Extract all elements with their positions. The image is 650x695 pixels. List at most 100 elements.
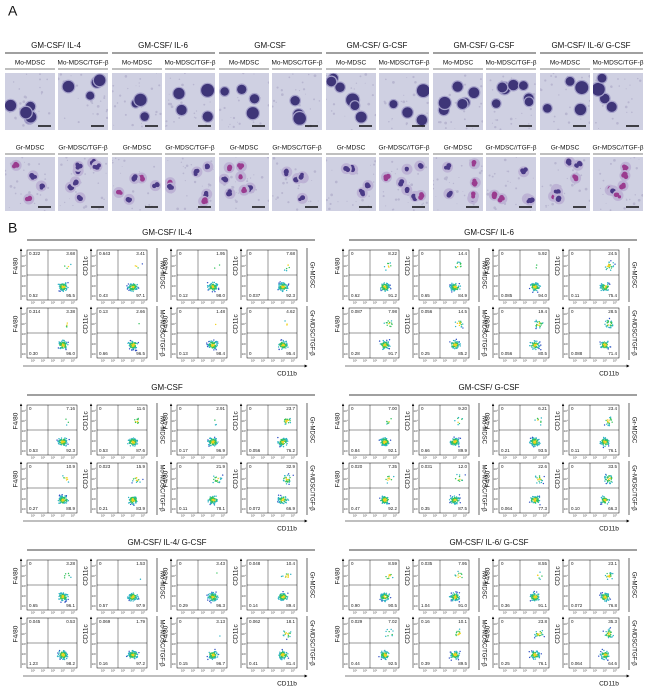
event-dot [389, 321, 391, 324]
event-dot [530, 499, 533, 501]
cell-lobe [154, 182, 160, 187]
event-dot [605, 342, 607, 344]
debris [39, 78, 42, 81]
debris [19, 202, 22, 205]
cell-nucleus [457, 98, 468, 110]
event-dot [221, 474, 224, 476]
event-dot [217, 441, 219, 443]
debris [234, 199, 237, 201]
event-dot [130, 290, 132, 292]
axis-tick-label: 10³ [92, 429, 96, 433]
event-dot [213, 285, 216, 288]
debris [350, 128, 353, 130]
event-dot [282, 343, 285, 346]
debris [235, 157, 237, 158]
axis-tick-label: 10¹ [344, 449, 348, 453]
event-dot [459, 288, 461, 290]
axis-tick-label: 10⁵ [543, 513, 548, 517]
event-dot [386, 339, 388, 342]
debris [92, 113, 94, 115]
event-dot [138, 322, 140, 325]
axis-tick-label: 10³ [523, 455, 527, 459]
event-dot [538, 444, 540, 446]
event-dot [455, 266, 457, 269]
axis-tick-label: 10² [261, 455, 265, 459]
debris [405, 122, 409, 125]
event-dot [278, 283, 280, 285]
axis-tick-label: 10⁵ [91, 467, 96, 471]
debris [267, 157, 269, 159]
debris [100, 196, 104, 200]
debris [346, 200, 348, 202]
debris [567, 121, 571, 124]
axis-tick-label: 10⁴ [211, 300, 216, 304]
debris [353, 88, 355, 90]
event-dot [136, 343, 139, 345]
event-dot [211, 442, 213, 444]
debris [230, 175, 233, 179]
event-dot [608, 263, 610, 266]
axis-tick-label: 10² [92, 497, 96, 501]
event-dot [451, 291, 453, 293]
event-dot [279, 446, 281, 448]
cell-nucleus [491, 99, 501, 108]
event-dot [603, 424, 606, 426]
event-dot [457, 444, 460, 446]
quadrant-value: 23.7 [286, 406, 295, 411]
axis-tick-label: 10¹ [423, 358, 427, 362]
event-dot [57, 499, 60, 502]
debris [629, 84, 631, 86]
event-dot [610, 417, 612, 420]
event-dot [277, 346, 280, 348]
debris [625, 199, 628, 201]
event-dot [608, 442, 610, 445]
event-dot [137, 287, 140, 289]
event-dot [612, 265, 615, 267]
axis-tick-label: 10³ [172, 487, 176, 491]
row-label: Mo-MDSC/TGF-β [480, 309, 486, 357]
debris [384, 78, 387, 81]
debris [168, 99, 170, 101]
quadrant-value: 21.9 [216, 464, 225, 469]
debris [540, 88, 543, 92]
axis-tick-label: 10⁴ [533, 300, 538, 304]
debris [154, 113, 157, 116]
axis-tick-label: 10⁵ [343, 254, 348, 258]
axis-tick-label: 10² [564, 342, 568, 346]
debris [391, 117, 393, 120]
cell-nucleus [575, 81, 589, 95]
axis-tick-label: 10³ [22, 584, 26, 588]
event-dot [129, 345, 132, 348]
event-dot [277, 501, 279, 503]
event-dot [213, 445, 216, 447]
axis-tick-label: 10³ [443, 455, 447, 459]
axis-tick-label: 10² [494, 439, 498, 443]
event-dot [456, 286, 459, 289]
event-dot [601, 443, 603, 445]
axis-tick-label: 10² [433, 455, 437, 459]
axis-tick-label: 10¹ [573, 300, 577, 304]
event-dot [453, 288, 456, 290]
axis-tick-label: 10⁴ [563, 419, 568, 423]
debris [19, 102, 22, 105]
axis-tick-label: 10⁴ [281, 513, 286, 517]
event-dot [129, 287, 132, 289]
micrograph-content [219, 157, 269, 211]
event-dot [387, 341, 389, 343]
event-dot [283, 477, 285, 480]
axis-tick-label: 10¹ [242, 507, 246, 511]
event-dot [128, 439, 130, 442]
event-dot [536, 482, 538, 484]
event-dot [62, 475, 64, 477]
event-dot [59, 344, 61, 346]
quadrant-value: 15.9 [136, 464, 145, 469]
event-dot [285, 289, 288, 292]
debris [65, 157, 68, 159]
debris [86, 104, 89, 107]
cell-nucleus [93, 74, 106, 87]
event-dot [132, 345, 134, 348]
event-dot [534, 445, 536, 447]
axis-tick-label: 10³ [121, 300, 125, 304]
axis-tick-label: 10⁵ [221, 513, 226, 517]
y-axis-label: F4/80 [485, 257, 492, 274]
